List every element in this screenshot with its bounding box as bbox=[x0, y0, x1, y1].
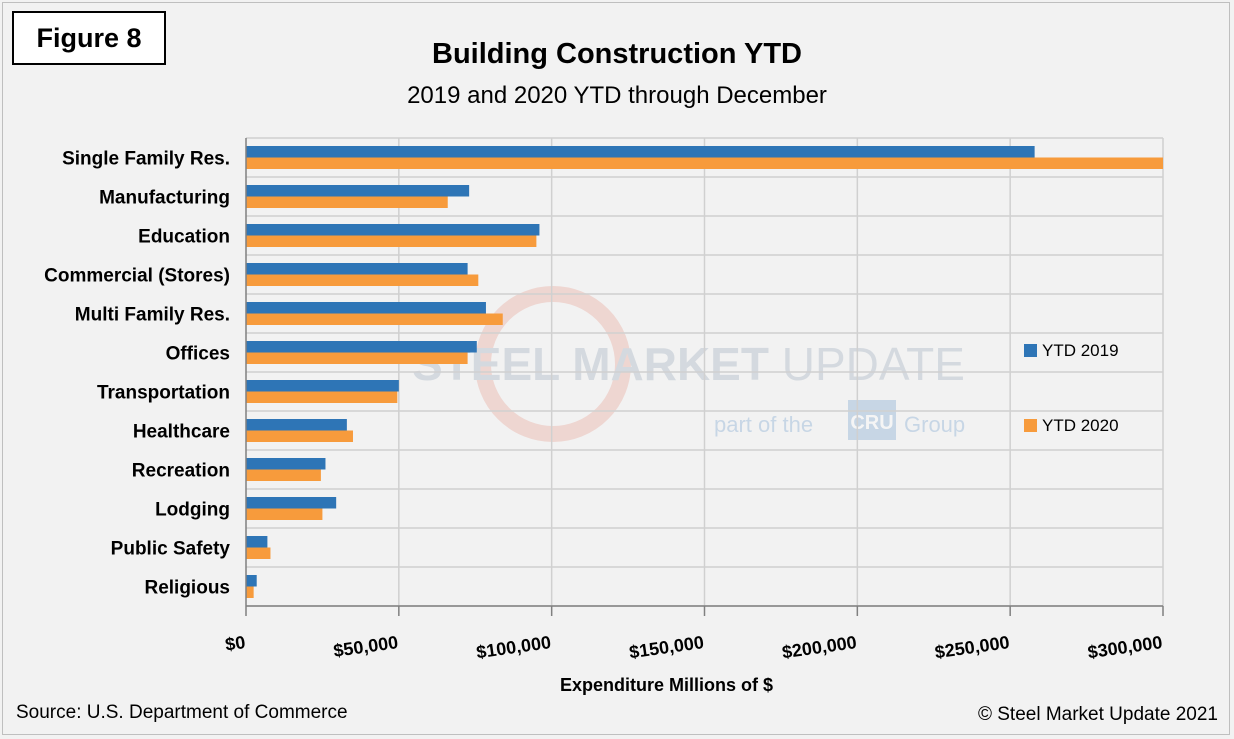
bar-2020 bbox=[246, 430, 353, 442]
category-label: Manufacturing bbox=[99, 188, 230, 209]
watermark-group-text: Group bbox=[904, 412, 965, 437]
category-label: Religious bbox=[144, 578, 230, 599]
copyright-note: © Steel Market Update 2021 bbox=[977, 704, 1218, 725]
bar-2020 bbox=[246, 508, 323, 520]
bar-2019 bbox=[246, 341, 477, 353]
chart-title: Building Construction YTD bbox=[432, 38, 802, 70]
bar-2019 bbox=[246, 419, 347, 431]
x-tick-label: $300,000 bbox=[1086, 632, 1163, 662]
bar-2019 bbox=[246, 146, 1035, 158]
legend-swatch-2019 bbox=[1024, 344, 1037, 357]
bar-2020 bbox=[246, 391, 398, 403]
bar-2020 bbox=[246, 196, 448, 208]
category-label: Lodging bbox=[155, 500, 230, 521]
bar-2020 bbox=[246, 157, 1163, 169]
bar-2019 bbox=[246, 536, 268, 548]
bar-2020 bbox=[246, 313, 503, 325]
x-tick-label: $150,000 bbox=[628, 632, 705, 662]
legend-swatch-2020 bbox=[1024, 419, 1037, 432]
category-label: Single Family Res. bbox=[62, 149, 230, 170]
category-label: Offices bbox=[166, 344, 230, 365]
x-tick-label: $50,000 bbox=[332, 632, 399, 661]
category-label: Commercial (Stores) bbox=[44, 266, 230, 287]
category-label: Recreation bbox=[132, 461, 230, 482]
category-label: Transportation bbox=[97, 383, 230, 404]
bar-2020 bbox=[246, 469, 321, 481]
bar-2019 bbox=[246, 458, 326, 470]
cru-logo-text: CRU bbox=[850, 412, 893, 434]
bar-2020 bbox=[246, 547, 271, 559]
source-note: Source: U.S. Department of Commerce bbox=[16, 702, 348, 723]
bar-2019 bbox=[246, 575, 257, 587]
category-label: Healthcare bbox=[133, 422, 230, 443]
bar-2019 bbox=[246, 302, 486, 314]
x-tick-label: $200,000 bbox=[781, 632, 858, 662]
bar-2020 bbox=[246, 586, 254, 598]
bar-2019 bbox=[246, 185, 470, 197]
bar-2020 bbox=[246, 352, 468, 364]
bar-2019 bbox=[246, 497, 337, 509]
watermark-tagline-text: part of the bbox=[714, 412, 813, 437]
chart-subtitle: 2019 and 2020 YTD through December bbox=[407, 82, 827, 109]
x-tick-label: $250,000 bbox=[934, 632, 1011, 662]
category-label: Public Safety bbox=[111, 539, 231, 560]
bar-2019 bbox=[246, 380, 399, 392]
x-axis-title: Expenditure Millions of $ bbox=[560, 675, 773, 695]
legend-label-2019: YTD 2019 bbox=[1042, 341, 1119, 360]
legend-label-2020: YTD 2020 bbox=[1042, 416, 1119, 435]
figure-label: Figure 8 bbox=[12, 11, 166, 65]
bar-2019 bbox=[246, 263, 468, 275]
watermark-wordmark: STEEL MARKET UPDATE bbox=[412, 338, 965, 390]
category-label: Education bbox=[138, 227, 230, 248]
x-tick-label: $0 bbox=[224, 632, 247, 655]
bar-2020 bbox=[246, 235, 537, 247]
steel-market-update-watermark: STEEL MARKET UPDATE part of the CRU Grou… bbox=[412, 286, 965, 442]
cru-logo-icon bbox=[848, 400, 896, 440]
bar-2020 bbox=[246, 274, 479, 286]
x-tick-label: $100,000 bbox=[475, 632, 552, 662]
bar-2019 bbox=[246, 224, 540, 236]
category-label: Multi Family Res. bbox=[75, 305, 230, 326]
